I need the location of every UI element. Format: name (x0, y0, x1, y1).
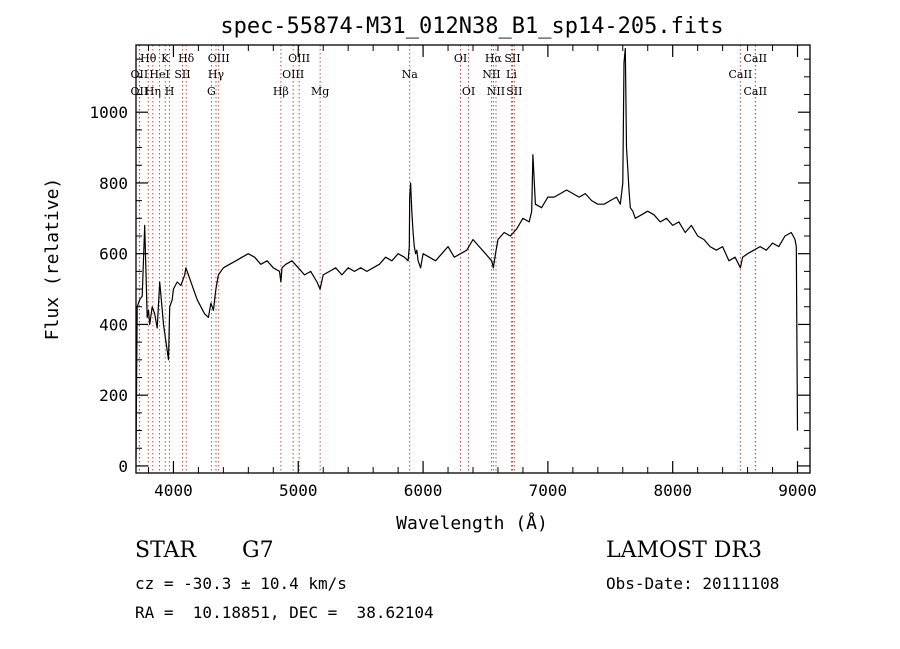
line-label-13: OIII (288, 52, 310, 65)
plot-frame (135, 44, 811, 474)
line-label-17: OI (454, 52, 467, 65)
redshift-cz: cz = -30.3 ± 10.4 km/s (135, 574, 347, 593)
line-label-22: Li (506, 68, 517, 81)
line-label-3: Hη (145, 85, 161, 98)
y-axis-label: Flux (relative) (42, 178, 63, 341)
observation-date: Obs-Date: 20111108 (606, 574, 780, 593)
x-tick-label: 9000 (778, 481, 817, 500)
line-label-15: Mg (311, 85, 329, 98)
line-label-11: G (207, 85, 216, 98)
line-label-27: CaII (743, 85, 767, 98)
line-label-12: Hβ (273, 85, 289, 98)
object-class: STAR (135, 538, 196, 563)
coordinates: RA = 10.18851, DEC = 38.62104 (135, 603, 434, 622)
x-tick-label: 7000 (529, 481, 568, 500)
y-tick-label: 0 (118, 457, 128, 476)
x-tick-label: 4000 (154, 481, 193, 500)
line-label-25: CaII (743, 52, 767, 65)
line-label-2: OII (131, 85, 149, 98)
x-tick-label: 6000 (404, 481, 443, 500)
line-label-24: SII (506, 85, 522, 98)
x-tick-label: 5000 (279, 481, 318, 500)
line-label-0: Hθ (140, 52, 157, 65)
line-label-18: OI (462, 85, 475, 98)
line-label-7: SII (174, 68, 190, 81)
line-label-23: NII (487, 85, 505, 98)
y-tick-label: 200 (99, 386, 128, 405)
line-label-1: OII (131, 68, 149, 81)
x-tick-label: 8000 (653, 481, 692, 500)
y-axis-ticks: 0 200 400 600 800 1000 (89, 58, 810, 476)
line-label-4: HeI (149, 68, 169, 81)
y-tick-label: 800 (99, 174, 128, 193)
object-subclass: G7 (242, 538, 274, 563)
y-tick-label: 600 (99, 245, 128, 264)
line-label-14: OIII (282, 68, 304, 81)
y-tick-label: 1000 (89, 103, 128, 122)
line-label-19: Hα (485, 52, 503, 65)
spectral-line-markers (138, 45, 756, 473)
x-axis-label: Wavelength (Å) (396, 512, 548, 534)
line-label-9: OIII (208, 52, 230, 65)
line-label-6: H (165, 85, 175, 98)
line-label-16: Na (402, 68, 419, 81)
survey-name: LAMOST DR3 (606, 538, 762, 563)
line-label-26: CaII (729, 68, 753, 81)
line-label-21: NII (482, 68, 500, 81)
x-axis-ticks: 4000 5000 6000 7000 8000 9000 (147, 45, 817, 500)
y-tick-label: 400 (99, 315, 128, 334)
chart-title: spec-55874-M31_012N38_B1_sp14-205.fits (220, 14, 723, 39)
line-label-8: Hδ (178, 52, 195, 65)
spectrum-series-line (135, 47, 799, 459)
line-label-10: Hγ (208, 68, 225, 81)
line-label-20: SII (504, 52, 520, 65)
line-label-5: K (161, 52, 170, 65)
